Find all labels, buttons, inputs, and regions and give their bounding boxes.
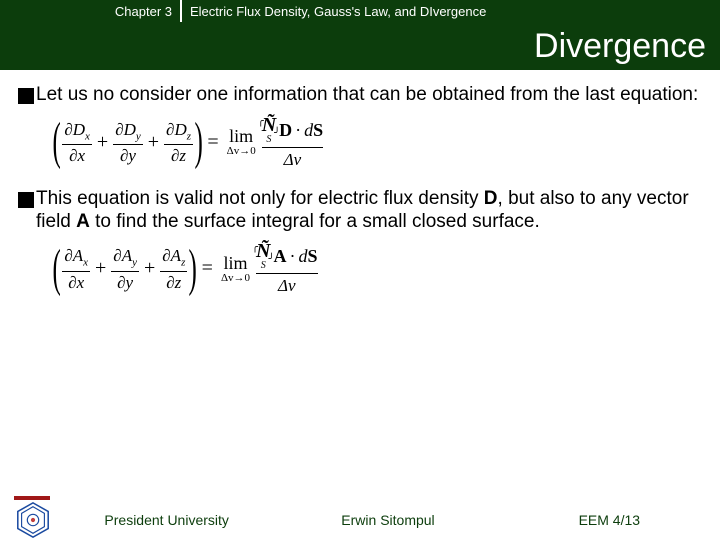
eq1-den: Δv bbox=[284, 148, 302, 170]
header-bar: Chapter 3 Electric Flux Density, Gauss's… bbox=[0, 0, 720, 70]
eq2-t3-num: ∂A bbox=[162, 246, 181, 265]
chapter-label: Chapter 3 bbox=[0, 4, 180, 19]
eq2-t3-den: ∂z bbox=[164, 273, 183, 292]
chapter-row: Chapter 3 Electric Flux Density, Gauss's… bbox=[0, 0, 720, 22]
eq1-t2-num: ∂D bbox=[115, 120, 136, 139]
chapter-subtitle: Electric Flux Density, Gauss's Law, and … bbox=[182, 4, 486, 19]
eq2-t2-den: ∂y bbox=[115, 273, 135, 292]
eq1-oint-icon: ╭ Ñ ╯ S bbox=[262, 115, 276, 145]
eq2-den: Δv bbox=[278, 274, 296, 296]
eq2-oint-icon: ╭ Ñ ╯ S bbox=[256, 241, 270, 271]
bullet-2: This equation is valid not only for elec… bbox=[18, 188, 702, 297]
page-title: Divergence bbox=[534, 27, 706, 66]
eq1-lim: lim Δv→0 bbox=[227, 127, 256, 157]
logo-wrap bbox=[0, 501, 56, 539]
bullet-2-text: This equation is valid not only for elec… bbox=[36, 188, 702, 234]
university-logo-icon bbox=[14, 501, 52, 539]
eq2-t1-num: ∂A bbox=[64, 246, 83, 265]
footer-center: Erwin Sitompul bbox=[277, 512, 498, 528]
eq2-t2-num: ∂A bbox=[113, 246, 132, 265]
eq1-t1-den: ∂x bbox=[67, 146, 87, 165]
bullet-marker-icon bbox=[18, 192, 34, 208]
eq1-t3-num: ∂D bbox=[166, 120, 187, 139]
eq1-vec-D: D bbox=[279, 121, 292, 139]
bullet-marker-icon bbox=[18, 88, 34, 104]
equation-2: ( ∂Ax ∂x + ∂Ay ∂y + ∂Az bbox=[54, 241, 702, 296]
slide: Chapter 3 Electric Flux Density, Gauss's… bbox=[0, 0, 720, 540]
eq1-t3-den: ∂z bbox=[169, 146, 188, 165]
eq1-t2-den: ∂y bbox=[118, 146, 138, 165]
eq2-vec-A: A bbox=[273, 247, 286, 265]
footer: President University Erwin Sitompul EEM … bbox=[0, 500, 720, 540]
content-area: Let us no consider one information that … bbox=[0, 70, 720, 540]
footer-right: EEM 4/13 bbox=[499, 512, 720, 528]
equation-1: ( ∂Dx ∂x + ∂Dy ∂y + ∂Dz bbox=[54, 115, 702, 170]
bullet-1: Let us no consider one information that … bbox=[18, 84, 702, 170]
eq2-lim: lim Δv→0 bbox=[221, 254, 250, 284]
bullet-1-text: Let us no consider one information that … bbox=[36, 84, 698, 107]
eq2-t1-den: ∂x bbox=[66, 273, 86, 292]
footer-left: President University bbox=[56, 512, 277, 528]
eq1-t1-num: ∂D bbox=[64, 120, 85, 139]
